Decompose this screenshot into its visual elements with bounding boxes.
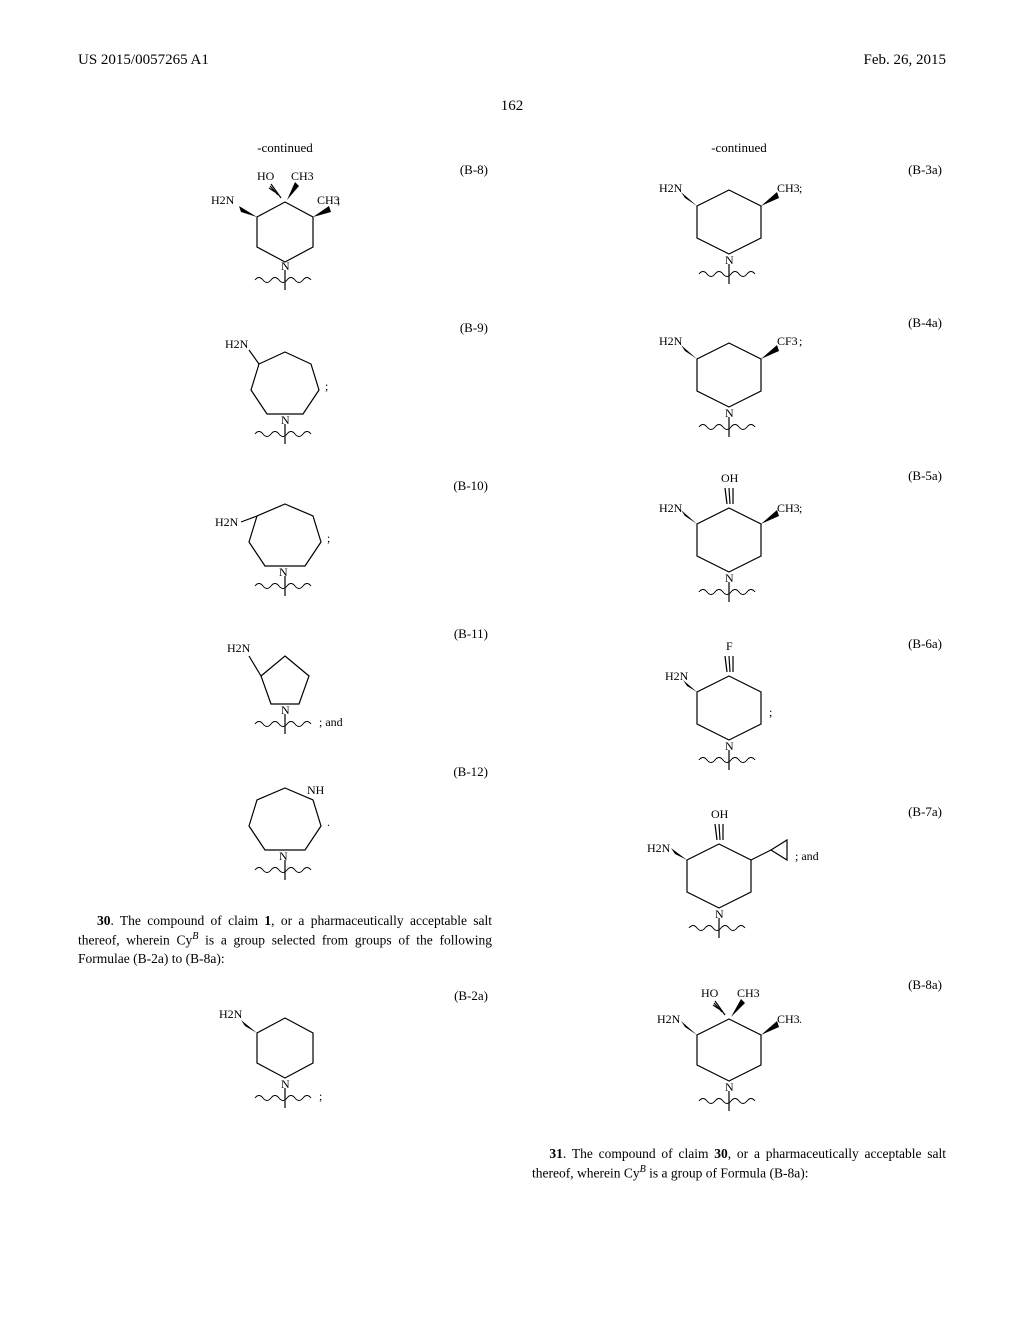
structure-svg: H2N N ; <box>185 988 385 1118</box>
svg-text:;: ; <box>337 193 340 207</box>
claim-31-text: 31. The compound of claim 30, or a pharm… <box>532 1145 946 1183</box>
svg-text:CH3: CH3 <box>737 986 760 1000</box>
svg-text:CH3: CH3 <box>777 1012 800 1026</box>
structure-id: (B-12) <box>453 764 488 780</box>
structure-b12: (B-12) NH N . <box>78 764 492 894</box>
svg-text:H2N: H2N <box>657 1012 681 1026</box>
structure-svg: HO CH3 H2N CH3 N . <box>629 977 849 1127</box>
structure-b10: (B-10) H2N N ; <box>78 478 492 608</box>
structure-id: (B-5a) <box>908 468 942 484</box>
svg-text:; and: ; and <box>319 715 343 729</box>
structure-svg: H2N N ; <box>185 320 385 460</box>
svg-text:H2N: H2N <box>665 669 689 683</box>
page-number: 162 <box>0 98 1024 115</box>
svg-text:.: . <box>799 1012 802 1026</box>
svg-text:.: . <box>327 815 330 829</box>
left-column: -continued (B-8) HO CH3 H2N CH3 <box>78 140 492 1280</box>
structure-b6a: (B-6a) F H2N N ; <box>532 636 946 786</box>
svg-text:H2N: H2N <box>659 501 683 515</box>
svg-text:OH: OH <box>721 471 739 485</box>
svg-text:CH3: CH3 <box>291 169 314 183</box>
continued-label: -continued <box>78 140 492 156</box>
publication-number: US 2015/0057265 A1 <box>78 52 209 69</box>
structure-id: (B-8) <box>460 162 488 178</box>
svg-text:H2N: H2N <box>659 181 683 195</box>
structure-b2a: (B-2a) H2N N ; <box>78 988 492 1118</box>
svg-text:H2N: H2N <box>211 193 235 207</box>
structure-svg: H2N N ; and <box>185 626 385 746</box>
structure-svg: OH H2N N ; and <box>619 804 859 959</box>
structure-id: (B-7a) <box>908 804 942 820</box>
structure-svg: F H2N N ; <box>629 636 849 786</box>
structure-b5a: (B-5a) OH H2N CH3 N ; <box>532 468 946 618</box>
svg-text:;: ; <box>327 531 330 545</box>
content-columns: -continued (B-8) HO CH3 H2N CH3 <box>78 140 946 1280</box>
structure-svg: H2N N ; <box>185 478 385 608</box>
svg-text:H2N: H2N <box>647 841 671 855</box>
svg-text:CH3: CH3 <box>777 181 800 195</box>
page-header: US 2015/0057265 A1 Feb. 26, 2015 <box>0 52 1024 69</box>
structure-b4a: (B-4a) H2N CF3 N ; <box>532 315 946 450</box>
svg-text:CF3: CF3 <box>777 334 798 348</box>
structure-id: (B-10) <box>453 478 488 494</box>
svg-text:H2N: H2N <box>219 1007 243 1021</box>
svg-text:H2N: H2N <box>659 334 683 348</box>
svg-text:H2N: H2N <box>227 641 251 655</box>
svg-text:;: ; <box>799 181 802 195</box>
structure-id: (B-6a) <box>908 636 942 652</box>
svg-text:N: N <box>279 565 288 579</box>
structure-b8: (B-8) HO CH3 H2N CH3 N <box>78 162 492 302</box>
svg-text:HO: HO <box>257 169 275 183</box>
structure-id: (B-2a) <box>454 988 488 1004</box>
svg-text:;: ; <box>325 379 328 393</box>
structure-id: (B-4a) <box>908 315 942 331</box>
svg-text:OH: OH <box>711 807 729 821</box>
svg-text:F: F <box>726 639 733 653</box>
svg-text:N: N <box>279 849 288 863</box>
structure-id: (B-3a) <box>908 162 942 178</box>
structure-b7a: (B-7a) OH H2N N ; and <box>532 804 946 959</box>
structure-b8a: (B-8a) HO CH3 H2N CH3 N . <box>532 977 946 1127</box>
svg-text:H2N: H2N <box>215 515 239 529</box>
svg-text:CH3: CH3 <box>777 501 800 515</box>
structure-svg: OH H2N CH3 N ; <box>629 468 849 618</box>
continued-label: -continued <box>532 140 946 156</box>
structure-svg: HO CH3 H2N CH3 N ; <box>185 162 385 302</box>
svg-text:;: ; <box>799 501 802 515</box>
claim-30-text: 30. The compound of claim 1, or a pharma… <box>78 912 492 968</box>
structure-id: (B-9) <box>460 320 488 336</box>
structure-id: (B-11) <box>454 626 488 642</box>
publication-date: Feb. 26, 2015 <box>864 52 947 69</box>
svg-text:;: ; <box>769 705 772 719</box>
structure-b9: (B-9) H2N N ; <box>78 320 492 460</box>
svg-text:;: ; <box>319 1089 322 1103</box>
structure-b11: (B-11) H2N N ; and <box>78 626 492 746</box>
svg-text:H2N: H2N <box>225 337 249 351</box>
structure-id: (B-8a) <box>908 977 942 993</box>
structure-svg: H2N CH3 N ; <box>629 162 849 297</box>
structure-b3a: (B-3a) H2N CH3 N ; <box>532 162 946 297</box>
right-column: -continued (B-3a) H2N CH3 N ; (B-4a) H2N… <box>532 140 946 1280</box>
svg-text:;: ; <box>799 334 802 348</box>
structure-svg: NH N . <box>185 764 385 894</box>
svg-text:; and: ; and <box>795 849 819 863</box>
structure-svg: H2N CF3 N ; <box>629 315 849 450</box>
svg-text:NH: NH <box>307 783 325 797</box>
svg-text:HO: HO <box>701 986 719 1000</box>
